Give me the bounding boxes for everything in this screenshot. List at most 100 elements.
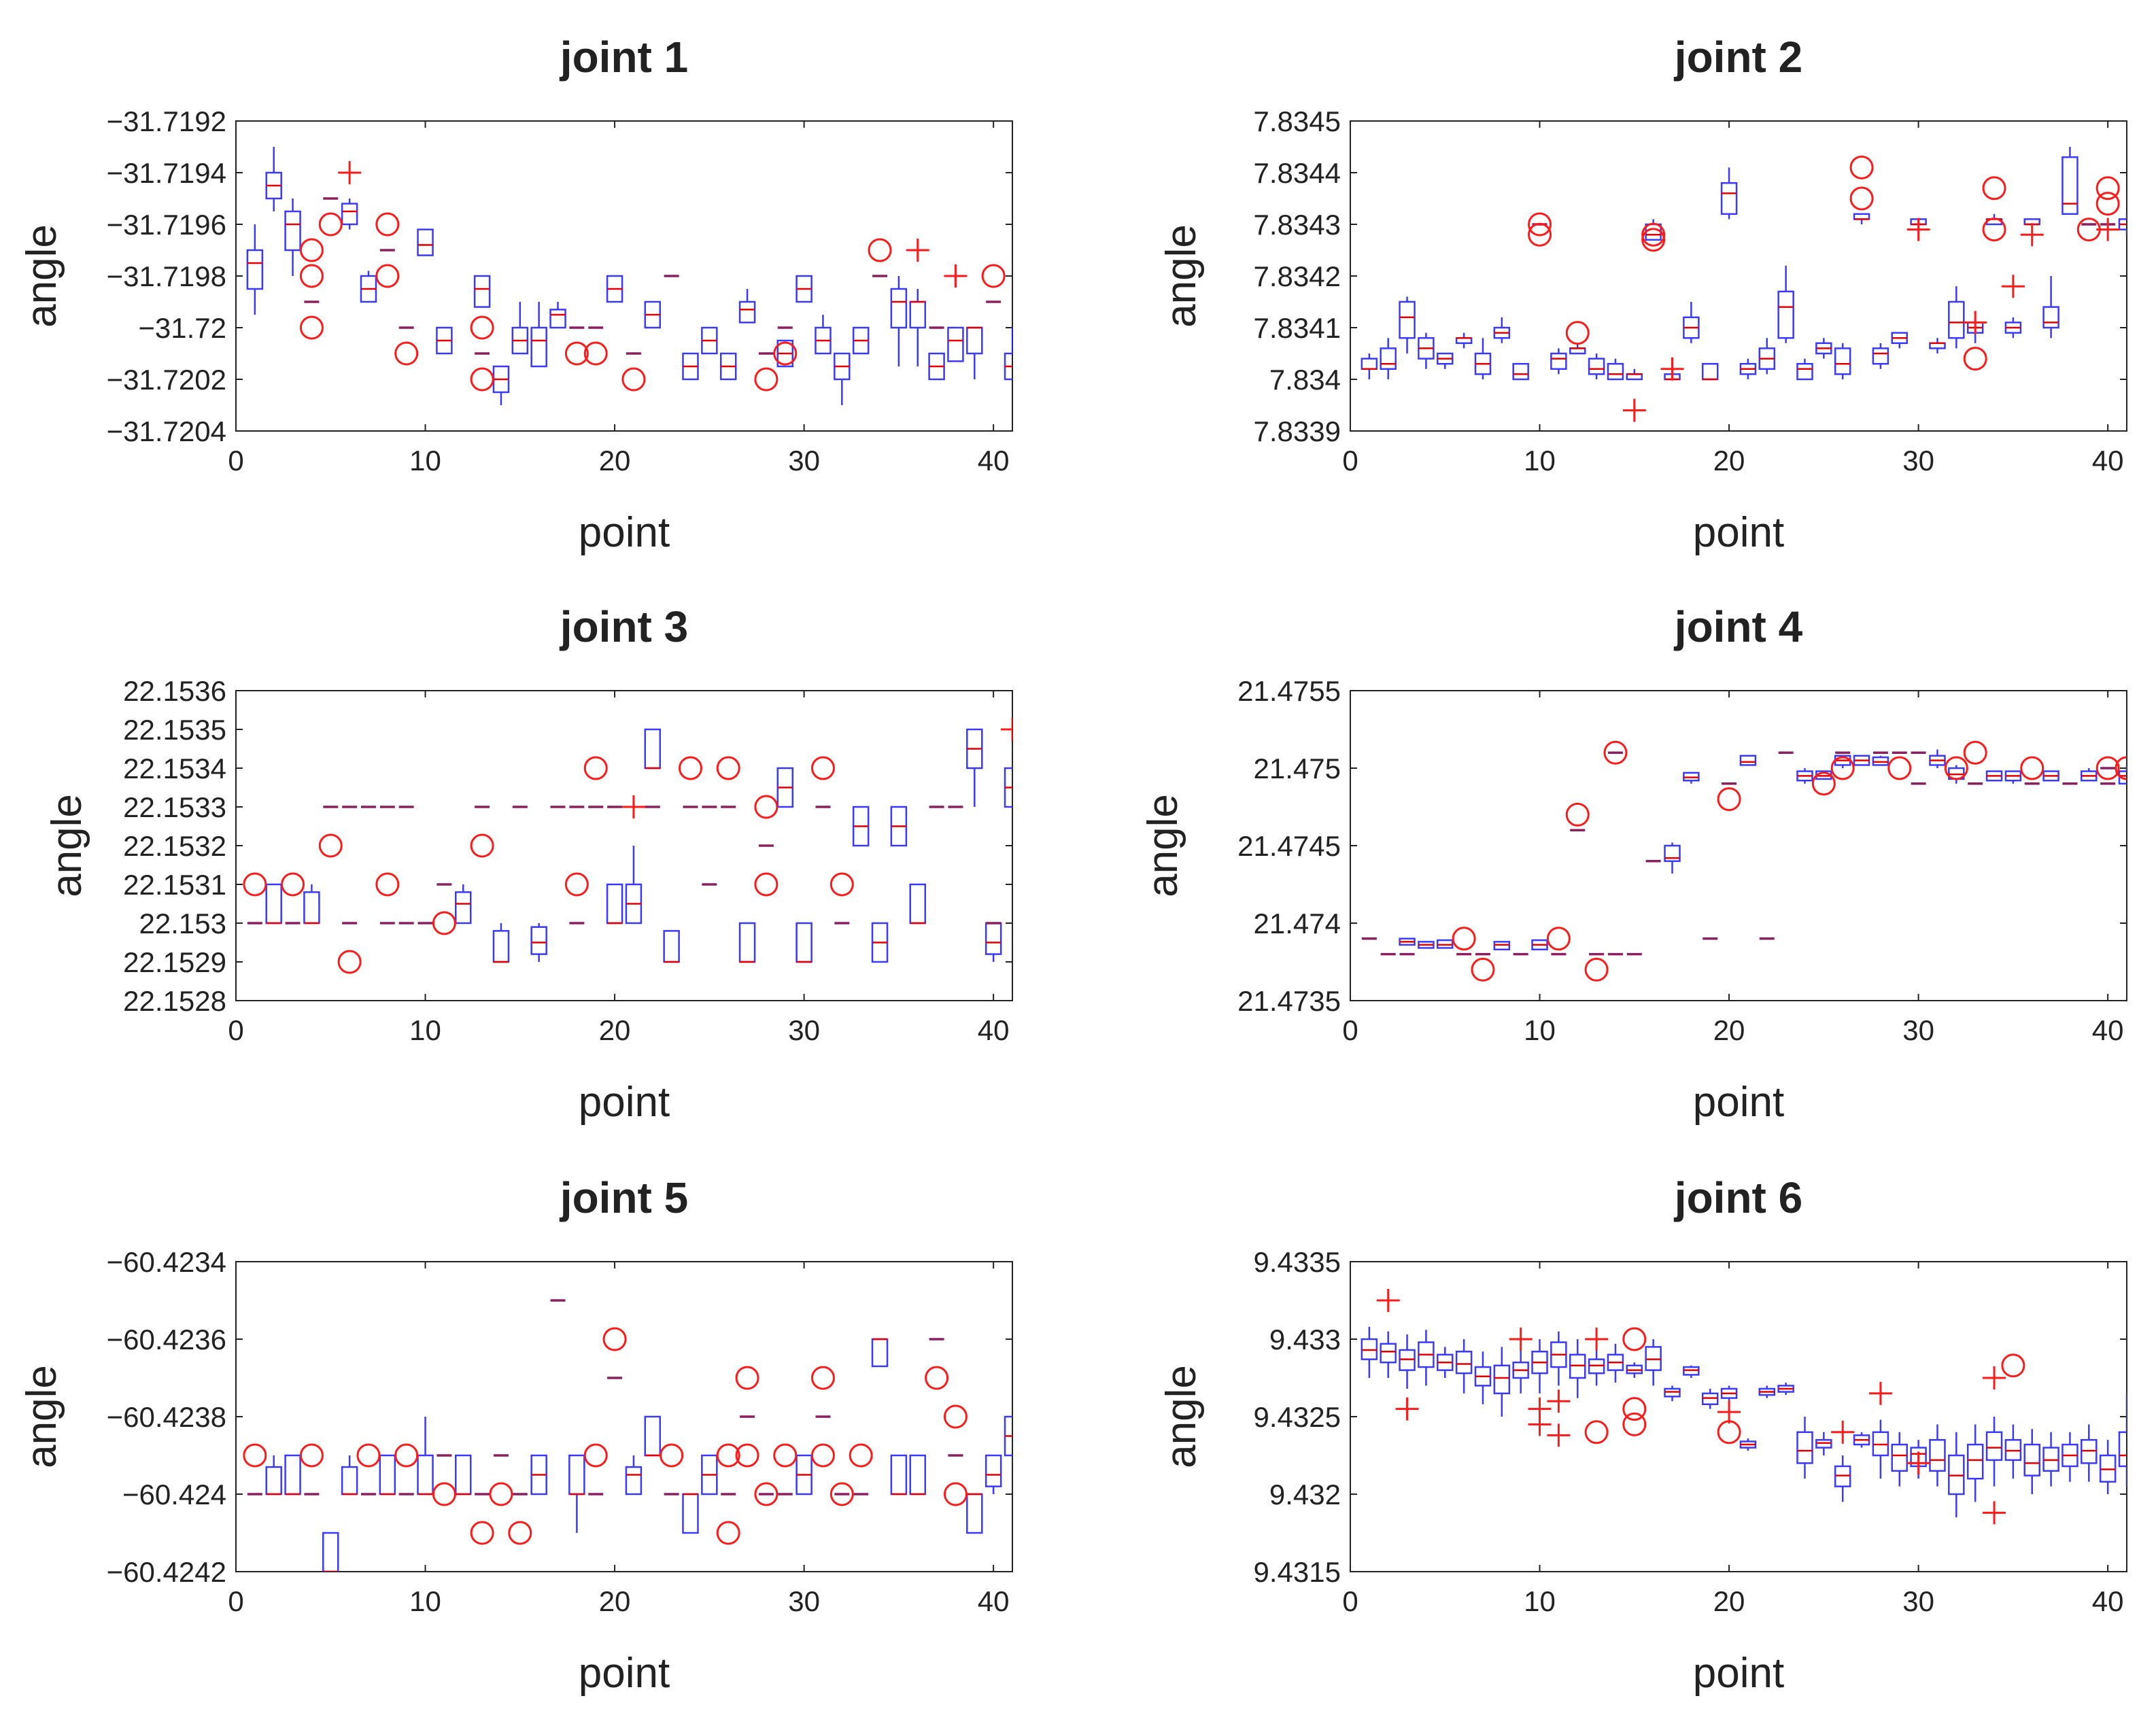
y-tick-label: 7.8341 <box>1254 312 1341 344</box>
y-tick-label: 22.1529 <box>123 946 226 978</box>
box-point-28 <box>1872 1419 1889 1479</box>
outlier-plus <box>2096 218 2120 241</box>
outlier-circle <box>299 264 324 288</box>
x-tick-label: 20 <box>599 1014 631 1046</box>
box-point-5 <box>1437 939 1454 949</box>
box-point-5 <box>1437 352 1454 369</box>
outlier-circle <box>470 833 494 858</box>
y-axis-label: angle <box>18 1365 65 1468</box>
box-point-6 <box>1455 1339 1473 1394</box>
box-point-36 <box>2023 1429 2040 1494</box>
outlier-plus <box>1622 398 1646 422</box>
box-iqr <box>530 926 547 955</box>
y-tick-label: 7.8343 <box>1254 209 1341 241</box>
box-iqr <box>265 171 282 200</box>
box-point-20 <box>606 275 623 303</box>
box-point-34 <box>871 1338 889 1368</box>
outlier-circle <box>1963 347 1987 371</box>
box-point-32 <box>834 352 851 405</box>
box-point-25 <box>701 326 718 355</box>
box-point-31 <box>1929 338 1946 353</box>
plot-area: 0 10 20 30 40 −31.7204 −31.7202 −31.72 −31.7198 −… <box>107 105 1013 477</box>
y-tick-label: 22.1535 <box>123 714 226 746</box>
box-point-8 <box>1493 941 1511 951</box>
outlier-circle <box>2095 756 2120 780</box>
box-point-12 <box>454 884 472 924</box>
box-point-11 <box>1550 1331 1567 1386</box>
outlier-plus <box>338 161 362 184</box>
outlier-circle <box>1887 756 1912 780</box>
outlier-plus <box>1906 1451 1930 1475</box>
box-point-37 <box>928 352 945 381</box>
box-point-19 <box>1701 362 1719 381</box>
plot-area: 0 10 20 30 40 −60.4242 −60.424 −60.4238 −60.4236… <box>107 1246 1013 1617</box>
box-point-14 <box>1607 1343 1624 1383</box>
outlier-circle <box>583 1443 608 1468</box>
y-tick-label: −60.4236 <box>107 1324 226 1355</box>
x-tick-label: 40 <box>978 1585 1010 1617</box>
outlier-circle <box>1849 155 1874 179</box>
x-tick-label: 30 <box>1902 445 1934 477</box>
outlier-plus <box>1528 1413 1552 1436</box>
box-point-16 <box>1645 1339 1662 1386</box>
outlier-plus <box>1717 1400 1741 1424</box>
outlier-circle <box>943 1404 968 1429</box>
outlier-circle <box>2001 1353 2025 1378</box>
box-iqr <box>1361 1338 1378 1360</box>
x-axis-label: point <box>579 1650 670 1697</box>
panel-title: joint 1 <box>560 33 688 82</box>
x-tick-label: 0 <box>228 1585 243 1617</box>
box-point-15 <box>1626 368 1643 381</box>
x-tick-label: 10 <box>409 1014 441 1046</box>
box-iqr <box>1588 358 1605 375</box>
outlier-circle <box>868 238 892 262</box>
box-point-24 <box>1796 1417 1813 1479</box>
box-point-36 <box>909 289 926 366</box>
outlier-circle <box>829 872 854 897</box>
outlier-circle <box>810 1366 835 1390</box>
box-point-9 <box>1512 1347 1529 1394</box>
panel-title: joint 3 <box>560 602 688 651</box>
box-point-31 <box>1929 1424 1946 1487</box>
outlier-circle <box>716 756 740 780</box>
y-tick-label: 21.4755 <box>1237 675 1341 707</box>
box-point-27 <box>738 289 756 324</box>
box-point-10 <box>1531 1339 1548 1394</box>
box-point-4 <box>1418 941 1435 949</box>
outlier-circle <box>1811 772 1836 796</box>
box-point-19 <box>1701 1388 1719 1409</box>
box-iqr <box>1739 755 1757 766</box>
outlier-circle <box>318 212 343 237</box>
box-point-22 <box>644 1415 662 1457</box>
outlier-circle <box>394 1443 419 1468</box>
outlier-circle <box>2020 756 2044 780</box>
box-point-29 <box>1891 1432 1909 1487</box>
box-point-22 <box>644 728 662 770</box>
box-point-18 <box>1683 302 1700 343</box>
box-point-38 <box>2061 1432 2078 1482</box>
box-point-16 <box>530 302 547 368</box>
outlier-plus <box>1509 1328 1533 1351</box>
outlier-circle <box>564 872 589 897</box>
box-point-20 <box>1720 167 1738 220</box>
outlier-circle <box>754 367 778 392</box>
box-point-33 <box>1966 1424 1984 1502</box>
box-iqr <box>1380 1343 1397 1364</box>
x-tick-label: 10 <box>1524 1585 1556 1617</box>
box-point-28 <box>1872 343 1889 369</box>
box-point-2 <box>1380 338 1397 379</box>
outlier-circle <box>2095 192 2120 216</box>
panel-joint-4: joint 4 point angle 0 10 20 30 40 21.4735 21.4… <box>1140 602 2127 1126</box>
outlier-circle <box>2095 176 2120 201</box>
box-iqr <box>473 275 491 308</box>
y-tick-label: 22.1536 <box>123 675 226 707</box>
panel-joint-5: joint 5 point angle 0 10 20 30 40 −60.4242 −60… <box>18 1173 1013 1697</box>
y-tick-label: −60.424 <box>122 1479 226 1510</box>
y-tick-label: 21.4745 <box>1237 830 1341 862</box>
x-tick-label: 0 <box>1342 1585 1358 1617</box>
box-point-9 <box>1512 362 1529 381</box>
plot-area: 0 10 20 30 40 21.4735 21.474 21.4745 21.475 21.47… <box>1237 675 2127 1046</box>
outlier-circle <box>1944 756 1968 780</box>
outlier-circle <box>1622 1397 1647 1421</box>
outlier-circle <box>849 1443 873 1468</box>
